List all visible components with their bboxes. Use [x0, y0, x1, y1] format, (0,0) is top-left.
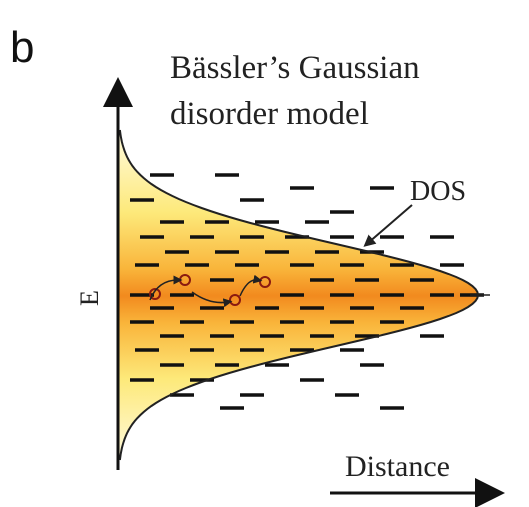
diagram: b Bässler’s Gaussian disorder model E DO…	[0, 0, 529, 507]
panel-label: b	[10, 23, 34, 72]
y-axis-label: E	[75, 290, 104, 306]
x-axis-label: Distance	[345, 450, 450, 483]
title-line: Bässler’s Gaussian	[170, 50, 420, 86]
dos-label: DOS	[410, 176, 466, 207]
page: {"panel_label": "b", "title": {"lines": …	[0, 0, 529, 507]
title-line: disorder model	[170, 96, 369, 132]
